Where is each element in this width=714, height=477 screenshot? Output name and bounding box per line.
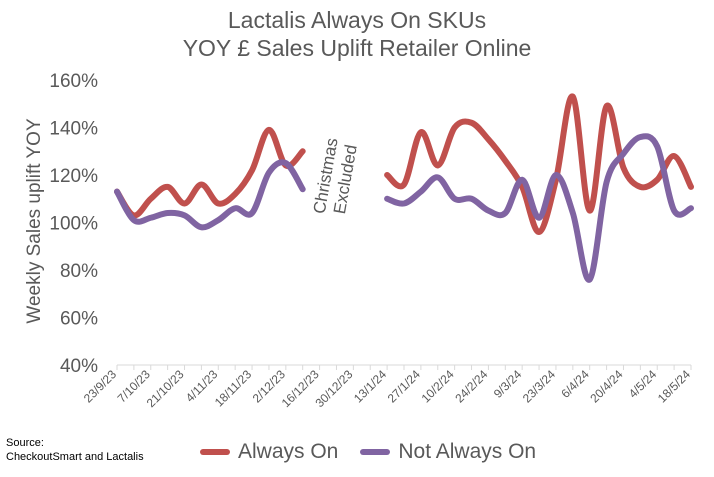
series-line-always-on xyxy=(114,126,306,219)
chart-title-block: Lactalis Always On SKUs YOY £ Sales Upli… xyxy=(0,6,714,62)
y-tick-label: 120% xyxy=(49,166,98,187)
legend-label-always-on: Always On xyxy=(238,440,339,463)
source-label: Source: xyxy=(6,437,44,449)
x-tick-label: 30/12/23 xyxy=(313,367,356,410)
legend-item-not-always-on: Not Always On xyxy=(360,440,536,464)
x-axis: 23/9/237/10/2321/10/234/11/2318/11/232/1… xyxy=(81,364,693,410)
x-tick-label: 18/5/24 xyxy=(655,367,693,405)
source-text: CheckoutSmart and Lactalis xyxy=(6,451,144,463)
source-note: Source: CheckoutSmart and Lactalis xyxy=(6,436,144,464)
y-axis-label: Weekly Sales uplift YOY xyxy=(24,118,45,324)
series-group xyxy=(114,93,694,283)
x-tick-label: 21/10/23 xyxy=(144,367,187,410)
y-tick-label: 100% xyxy=(49,214,98,235)
y-tick-label: 140% xyxy=(49,119,98,140)
series-line-not-always-on xyxy=(384,133,694,283)
legend-label-not-always-on: Not Always On xyxy=(398,440,537,463)
x-tick-label: 24/2/24 xyxy=(452,367,490,405)
legend-swatch-always-on xyxy=(200,449,230,455)
x-tick-label: 18/11/23 xyxy=(212,367,255,410)
y-tick-label: 160% xyxy=(49,71,98,92)
chart-subtitle: YOY £ Sales Uplift Retailer Online xyxy=(182,35,532,61)
x-tick-label: 13/1/24 xyxy=(351,367,389,405)
series-line-not-always-on xyxy=(114,159,306,231)
chart-title: Lactalis Always On SKUs xyxy=(227,7,487,33)
y-axis: 40% 60% 80% 100% 120% 140% 160% xyxy=(49,71,98,377)
legend-swatch-not-always-on xyxy=(360,449,391,455)
legend-item-always-on: Always On xyxy=(200,440,338,464)
x-tick-label: 27/1/24 xyxy=(385,367,423,405)
y-tick-label: 60% xyxy=(60,309,98,330)
y-tick-label: 80% xyxy=(60,261,98,282)
x-tick-label: 10/2/24 xyxy=(419,367,457,405)
christmas-annotation: Christmas Excluded xyxy=(310,137,361,216)
y-tick-label: 40% xyxy=(60,356,98,377)
series-line-always-on xyxy=(384,93,694,236)
x-tick-label: 20/4/24 xyxy=(587,367,625,405)
x-tick-label: 23/3/24 xyxy=(520,367,558,405)
legend: Always On Not Always On xyxy=(200,440,558,464)
